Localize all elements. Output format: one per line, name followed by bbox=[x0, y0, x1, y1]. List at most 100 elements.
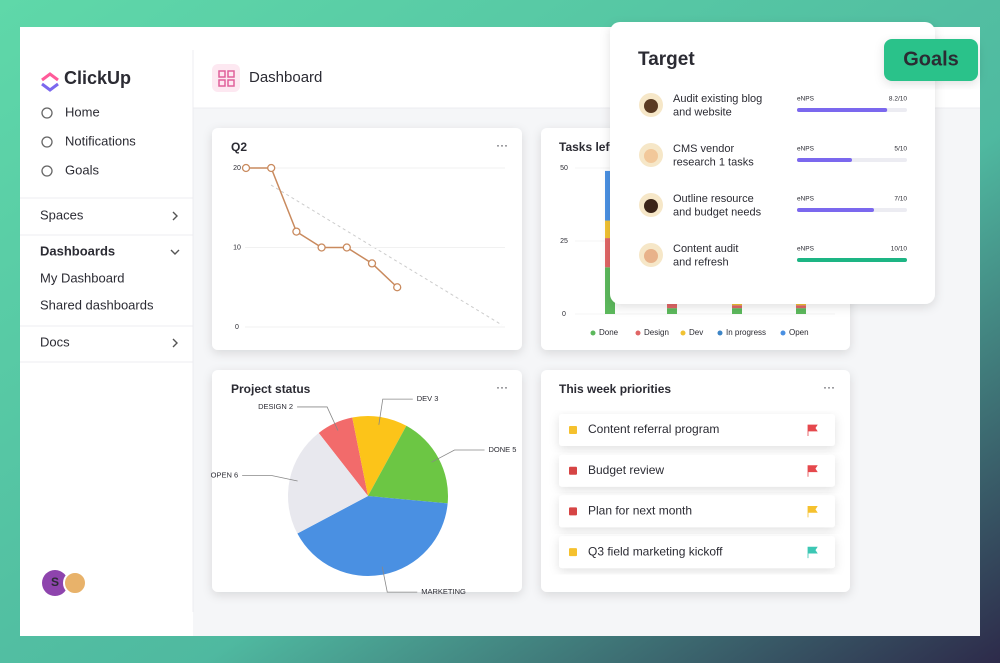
chevron bbox=[170, 249, 180, 255]
legend-label: Design bbox=[644, 328, 669, 337]
goal-text: Audit existing blog bbox=[673, 93, 762, 105]
header-icon bbox=[227, 70, 235, 78]
line-point bbox=[292, 227, 301, 236]
legend-label: Open bbox=[789, 328, 809, 337]
goal-text: and refresh bbox=[673, 256, 729, 268]
more-menu[interactable]: ··· bbox=[496, 138, 508, 152]
bar-segment bbox=[732, 308, 742, 314]
priority-row[interactable] bbox=[559, 414, 835, 446]
pie-slice bbox=[352, 416, 407, 496]
priority-marker bbox=[569, 507, 577, 516]
avatar-initial: S bbox=[51, 575, 59, 589]
leader-line bbox=[378, 398, 413, 425]
goal-text: Outline resource bbox=[673, 193, 754, 205]
progress-bar bbox=[797, 108, 888, 112]
priority-flag bbox=[807, 506, 818, 518]
line-point bbox=[342, 243, 351, 252]
more-menu[interactable]: ··· bbox=[823, 380, 835, 394]
avatar-face bbox=[644, 99, 658, 113]
section-title[interactable]: Spaces bbox=[40, 207, 84, 222]
pie-label: MARKETING bbox=[421, 587, 466, 596]
line-point bbox=[267, 163, 276, 173]
header-icon bbox=[227, 79, 235, 87]
line-point bbox=[317, 243, 326, 252]
nav-item[interactable]: Home bbox=[65, 104, 100, 119]
y-tick-label: 20 bbox=[233, 165, 241, 172]
goal-score: 5/10 bbox=[894, 146, 907, 153]
avatar-face bbox=[644, 149, 658, 163]
nav-item[interactable]: Goals bbox=[65, 162, 99, 177]
leader-line bbox=[297, 406, 339, 431]
priority-text: Budget review bbox=[588, 463, 664, 477]
avatar bbox=[42, 570, 68, 596]
section-title[interactable]: Docs bbox=[40, 334, 70, 349]
leader-line bbox=[431, 449, 485, 463]
pie-label: DONE 5 bbox=[489, 445, 517, 454]
priority-flag bbox=[807, 546, 818, 559]
brand: ClickUp bbox=[64, 68, 131, 88]
line-point bbox=[393, 283, 402, 292]
goal-text: Content audit bbox=[673, 243, 738, 255]
more-menu[interactable]: ··· bbox=[496, 380, 508, 394]
bar-segment bbox=[796, 308, 806, 314]
target-title: Target bbox=[638, 49, 695, 70]
chevron bbox=[172, 211, 178, 221]
priority-row[interactable] bbox=[559, 454, 835, 487]
leader-line bbox=[242, 475, 298, 482]
priority-text: Q3 field marketing kickoff bbox=[588, 544, 723, 558]
nav-icon bbox=[41, 107, 53, 119]
goal-metric: eNPS bbox=[797, 196, 815, 203]
pie-label: OPEN 6 bbox=[211, 471, 239, 480]
priority-marker bbox=[569, 548, 577, 557]
legend-label: In progress bbox=[726, 328, 766, 337]
page-title: Dashboard bbox=[249, 69, 322, 86]
goal-score: 8.2/10 bbox=[889, 96, 907, 103]
leader-line bbox=[381, 566, 418, 593]
logo-mark bbox=[41, 82, 59, 92]
goal-text: research 1 tasks bbox=[673, 156, 754, 168]
line-point bbox=[241, 163, 251, 173]
legend-swatch bbox=[635, 330, 641, 336]
priority-flag bbox=[807, 424, 818, 436]
progress-bar bbox=[797, 158, 852, 162]
legend-label: Done bbox=[599, 328, 619, 337]
goal-text: and website bbox=[673, 106, 732, 118]
header-icon bbox=[212, 64, 240, 92]
section-title[interactable]: Dashboards bbox=[40, 243, 115, 258]
legend-swatch bbox=[717, 330, 723, 336]
bar-segment bbox=[796, 305, 806, 309]
pie-slice bbox=[288, 432, 368, 534]
progress-bar bbox=[797, 258, 907, 262]
legend-swatch bbox=[590, 330, 596, 336]
bar-segment bbox=[732, 305, 742, 309]
bar-segment bbox=[667, 302, 677, 309]
priority-text: Content referral program bbox=[588, 422, 719, 436]
goal-metric: eNPS bbox=[797, 96, 815, 103]
header-icon bbox=[218, 79, 226, 87]
y-tick-label: 0 bbox=[235, 324, 239, 331]
y-tick-label: 50 bbox=[560, 165, 568, 172]
pie-slice bbox=[318, 417, 368, 496]
priority-row[interactable] bbox=[559, 495, 835, 528]
priority-text: Plan for next month bbox=[588, 504, 692, 518]
pie-slice bbox=[368, 425, 448, 504]
section-item[interactable]: My Dashboard bbox=[40, 270, 125, 285]
goal-score: 10/10 bbox=[891, 246, 908, 253]
chart-title: Tasks left bbox=[559, 140, 613, 154]
section-item[interactable]: Shared dashboards bbox=[40, 297, 154, 312]
line-point bbox=[367, 259, 377, 268]
priority-flag bbox=[807, 465, 818, 477]
nav-icon bbox=[41, 136, 53, 148]
goal-text: and budget needs bbox=[673, 206, 762, 218]
logo-mark bbox=[41, 72, 59, 82]
goal-score: 7/10 bbox=[894, 196, 907, 203]
nav-item[interactable]: Notifications bbox=[65, 133, 136, 148]
priority-row[interactable] bbox=[559, 536, 835, 569]
y-tick-label: 25 bbox=[560, 238, 568, 245]
goals-badge[interactable] bbox=[884, 39, 978, 81]
nav-icon bbox=[41, 165, 53, 177]
pie-label: DESIGN 2 bbox=[258, 402, 293, 411]
bar-segment bbox=[667, 308, 677, 314]
